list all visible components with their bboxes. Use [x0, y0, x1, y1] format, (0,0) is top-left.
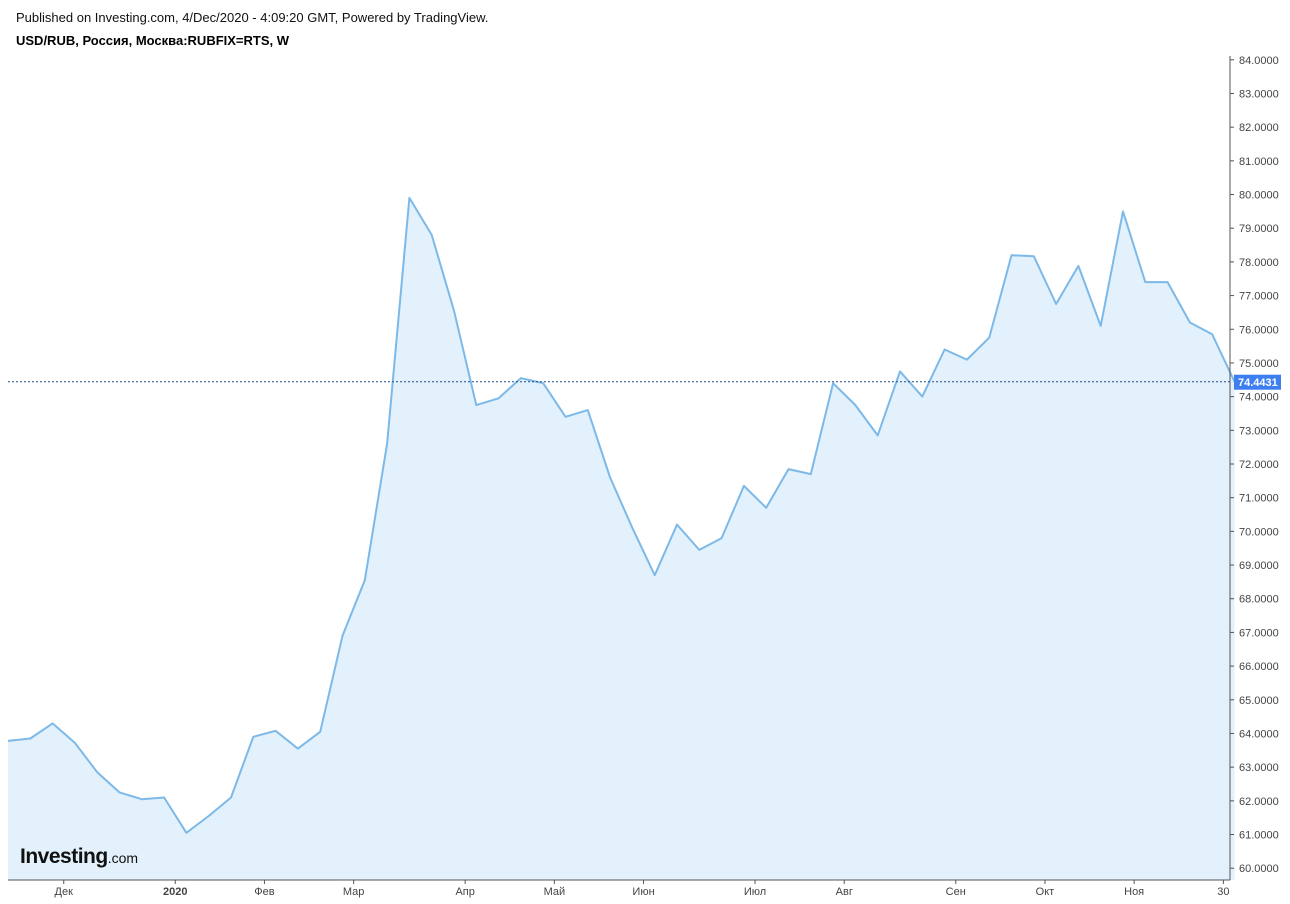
x-tick-label: Июл: [744, 886, 766, 898]
x-tick-label: Мар: [343, 886, 365, 898]
y-tick-label: 81.0000: [1239, 156, 1279, 168]
x-tick-label: Июн: [632, 886, 654, 898]
x-tick-label: Окт: [1036, 886, 1055, 898]
y-tick-label: 78.0000: [1239, 257, 1279, 269]
x-tick-label: Фев: [254, 886, 274, 898]
investing-logo: Investing .com: [20, 845, 138, 869]
y-tick-label: 76.0000: [1239, 324, 1279, 336]
y-tick-label: 80.0000: [1239, 190, 1279, 202]
published-note: Published on Investing.com, 4/Dec/2020 -…: [16, 10, 489, 25]
logo-text: Investing: [20, 845, 108, 868]
y-tick-label: 83.0000: [1239, 88, 1279, 100]
x-tick-label: Май: [544, 886, 566, 898]
y-tick-label: 66.0000: [1239, 661, 1279, 673]
y-tick-label: 75.0000: [1239, 358, 1279, 370]
x-tick-label: Ноя: [1124, 886, 1144, 898]
y-tick-label: 70.0000: [1239, 526, 1279, 538]
chart-symbol-title: USD/RUB, Россия, Москва:RUBFIX=RTS, W: [16, 33, 290, 48]
y-tick-label: 63.0000: [1239, 762, 1279, 774]
y-tick-label: 65.0000: [1239, 695, 1279, 707]
y-tick-label: 62.0000: [1239, 796, 1279, 808]
current-price-label: 74.4431: [1238, 377, 1278, 389]
x-tick-label: Апр: [455, 886, 474, 898]
y-tick-label: 61.0000: [1239, 830, 1279, 842]
y-tick-label: 68.0000: [1239, 594, 1279, 606]
area-fill: [8, 197, 1235, 880]
y-tick-label: 73.0000: [1239, 425, 1279, 437]
y-tick-label: 69.0000: [1239, 560, 1279, 572]
price-line: [7, 196, 1236, 834]
y-tick-label: 84.0000: [1239, 55, 1279, 67]
y-tick-label: 79.0000: [1239, 223, 1279, 235]
current-price-badge: 74.4431: [1234, 374, 1281, 390]
y-tick-label: 67.0000: [1239, 627, 1279, 639]
y-tick-label: 74.0000: [1239, 392, 1279, 404]
y-tick-label: 64.0000: [1239, 728, 1279, 740]
x-tick-label: Авг: [836, 886, 853, 898]
current-price-badge-bg: [1234, 374, 1281, 390]
y-tick-label: 82.0000: [1239, 122, 1279, 134]
y-tick-label: 77.0000: [1239, 291, 1279, 303]
x-tick-label: 2020: [163, 886, 187, 898]
x-tick-label: Сен: [946, 886, 966, 898]
logo-suffix: .com: [107, 850, 139, 866]
y-tick-label: 60.0000: [1239, 863, 1279, 875]
axes: 84.0000 83.0000 82.0000 81.0000 80.0000 79.00…: [8, 55, 1281, 898]
x-tick-label: Дек: [55, 886, 74, 898]
x-tick-label: 30: [1217, 886, 1229, 898]
plot-area[interactable]: [7, 196, 1236, 880]
y-tick-label: 71.0000: [1239, 493, 1279, 505]
y-tick-label: 72.0000: [1239, 459, 1279, 471]
